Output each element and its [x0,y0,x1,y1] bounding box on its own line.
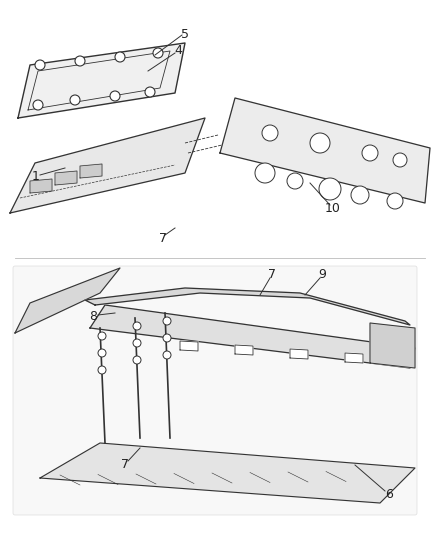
Circle shape [153,48,163,58]
Circle shape [35,60,45,70]
Circle shape [262,125,278,141]
Circle shape [75,56,85,66]
Circle shape [163,317,171,325]
Text: 4: 4 [174,44,182,56]
Text: 5: 5 [181,28,189,41]
Circle shape [70,95,80,105]
Polygon shape [15,268,120,333]
Text: 10: 10 [325,201,341,214]
Circle shape [98,349,106,357]
Polygon shape [85,288,410,325]
Polygon shape [220,98,430,203]
Text: 7: 7 [121,458,129,472]
Polygon shape [30,179,52,193]
Circle shape [362,145,378,161]
Polygon shape [55,171,77,185]
Circle shape [133,339,141,347]
Circle shape [163,334,171,342]
Circle shape [98,332,106,340]
Circle shape [319,178,341,200]
Polygon shape [10,118,205,213]
Text: 7: 7 [159,232,167,246]
Circle shape [287,173,303,189]
Circle shape [133,356,141,364]
Circle shape [33,100,43,110]
Polygon shape [290,349,308,359]
Text: 8: 8 [89,311,97,324]
Polygon shape [235,345,253,355]
Circle shape [115,52,125,62]
Text: 1: 1 [32,171,40,183]
Circle shape [310,133,330,153]
Text: 6: 6 [385,489,393,502]
Circle shape [133,322,141,330]
Circle shape [255,163,275,183]
Circle shape [393,153,407,167]
FancyBboxPatch shape [13,266,417,515]
Circle shape [387,193,403,209]
Polygon shape [18,43,185,118]
Circle shape [98,366,106,374]
Circle shape [351,186,369,204]
Text: 9: 9 [318,269,326,281]
Circle shape [145,87,155,97]
Polygon shape [40,443,415,503]
Polygon shape [345,353,363,363]
Polygon shape [80,164,102,178]
Circle shape [163,351,171,359]
Circle shape [110,91,120,101]
Polygon shape [370,323,415,368]
Text: 7: 7 [268,269,276,281]
Polygon shape [90,305,415,368]
Polygon shape [180,341,198,351]
